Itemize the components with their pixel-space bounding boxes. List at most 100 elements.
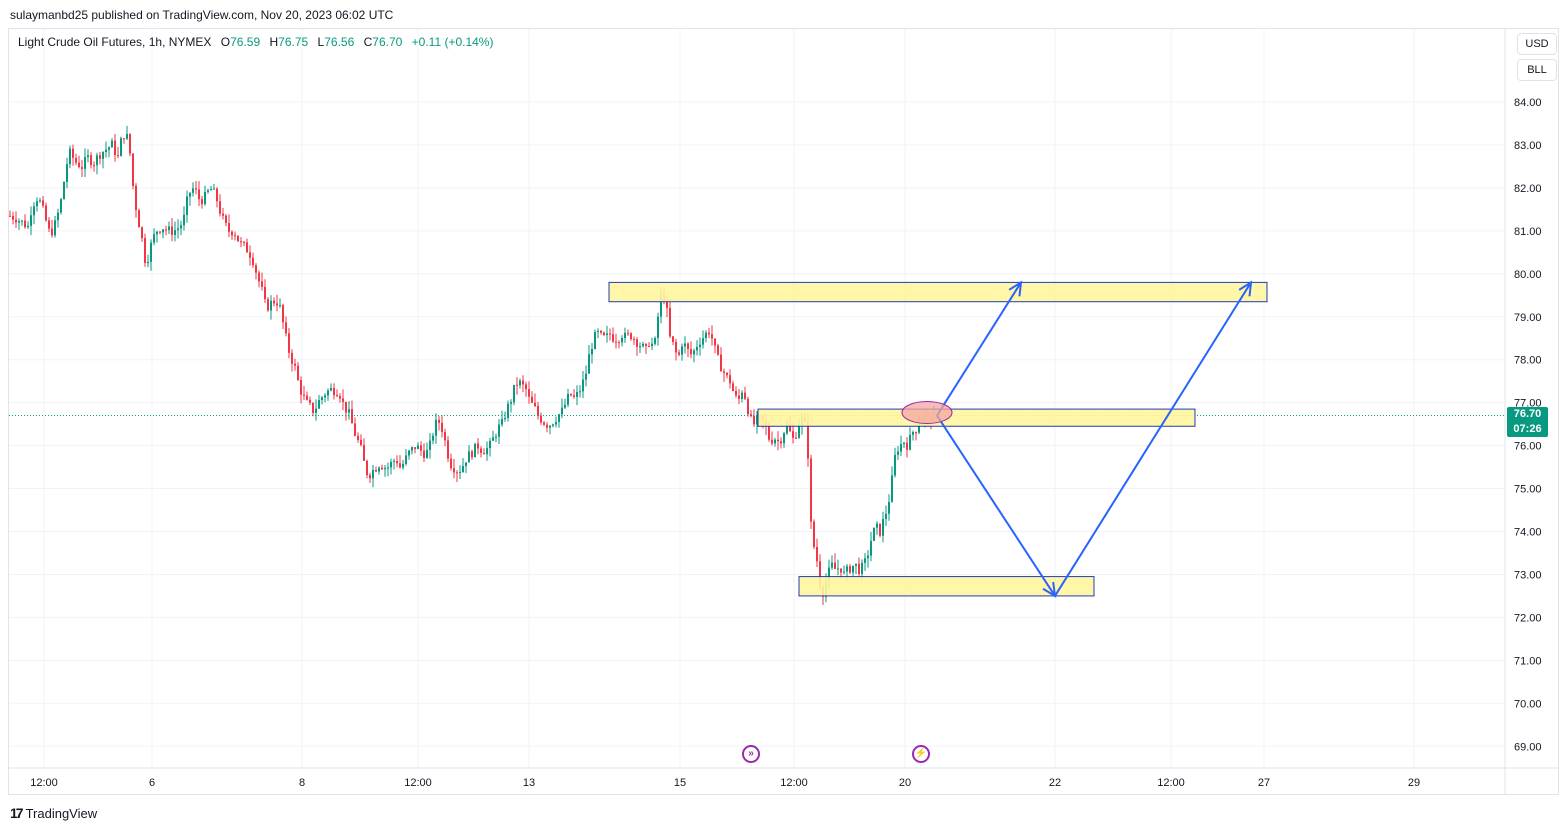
candle-body: [600, 330, 602, 333]
candle-body: [819, 561, 821, 587]
candle-body: [807, 422, 809, 459]
arrow-up-to-resistance-head: [1008, 280, 1023, 297]
candle-body: [423, 450, 425, 458]
candle-body: [42, 200, 44, 206]
candle-body: [258, 272, 260, 282]
candle-body: [420, 445, 422, 451]
unit-button[interactable]: BLL: [1517, 59, 1557, 81]
candle-body: [195, 188, 197, 190]
candle-body: [438, 419, 440, 423]
candle-body: [192, 188, 194, 193]
candle-body: [396, 461, 398, 464]
candle-body: [411, 447, 413, 451]
y-tick-label: 83.00: [1514, 140, 1542, 152]
x-tick-label: 22: [1049, 777, 1061, 789]
candle-body: [660, 294, 662, 317]
footer-brand[interactable]: 17 TradingView: [10, 805, 97, 821]
tradingview-logo-icon: 17: [10, 805, 24, 821]
candle-body: [732, 383, 734, 391]
candle-body: [489, 440, 491, 449]
candle-body: [300, 379, 302, 395]
currency-button[interactable]: USD: [1517, 33, 1557, 55]
x-tick-label: 12:00: [1157, 777, 1185, 789]
x-tick-label: 27: [1258, 777, 1270, 789]
candle-body: [705, 332, 707, 339]
candle-body: [486, 448, 488, 455]
candle-body: [903, 442, 905, 445]
candle-body: [252, 257, 254, 266]
candle-body: [630, 333, 632, 340]
candle-body: [384, 468, 386, 470]
candle-body: [369, 475, 371, 479]
candle-body: [204, 191, 206, 205]
y-tick-label: 75.00: [1514, 484, 1542, 496]
candle-body: [627, 332, 629, 334]
candle-body: [246, 242, 248, 253]
candle-body: [729, 375, 731, 384]
candle-body: [735, 390, 737, 396]
candle-body: [189, 192, 191, 197]
candle-body: [456, 472, 458, 474]
candle-body: [219, 201, 221, 214]
candle-body: [684, 343, 686, 347]
candle-body: [108, 147, 110, 150]
candle-body: [75, 157, 77, 163]
lightning-icon[interactable]: ⚡: [912, 745, 930, 763]
ohlc-legend: Light Crude Oil Futures, 1h, NYMEX O 76.5…: [18, 35, 493, 49]
chart-frame[interactable]: [8, 28, 1559, 795]
candle-body: [561, 407, 563, 415]
symbol-title[interactable]: Light Crude Oil Futures, 1h, NYMEX: [18, 35, 212, 49]
candle-body: [297, 365, 299, 380]
candle-body: [861, 562, 863, 574]
candle-body: [585, 373, 587, 380]
candle-body: [54, 220, 56, 236]
candle-body: [573, 395, 575, 397]
candle-body: [354, 423, 356, 436]
candle-body: [234, 235, 236, 237]
candle-body: [747, 398, 749, 415]
candle-body: [60, 199, 62, 213]
candle-body: [621, 338, 623, 343]
candle-body: [612, 334, 614, 342]
candle-body: [837, 568, 839, 570]
fast-forward-icon[interactable]: »: [742, 745, 760, 763]
open-label: O: [220, 35, 231, 49]
y-tick-label: 69.00: [1514, 741, 1542, 753]
candle-body: [906, 442, 908, 450]
candle-body: [900, 444, 902, 452]
candle-body: [99, 155, 101, 159]
candle-body: [876, 523, 878, 528]
candle-body: [408, 450, 410, 456]
candle-body: [414, 447, 416, 449]
candle-body: [288, 333, 290, 353]
candle-body: [780, 441, 782, 444]
candle-body: [144, 238, 146, 263]
candle-body: [270, 300, 272, 311]
candle-body: [24, 220, 26, 228]
candle-body: [510, 402, 512, 404]
arrow-up-from-support-head: [1238, 280, 1253, 297]
candle-body: [465, 462, 467, 467]
candle-body: [405, 455, 407, 464]
countdown-value: 07:26: [1513, 423, 1542, 435]
candle-body: [156, 231, 158, 235]
candle-body: [390, 462, 392, 468]
candle-body: [507, 403, 509, 418]
candle-body: [147, 261, 149, 263]
candle-body: [114, 140, 116, 156]
candle-body: [27, 225, 29, 228]
candle-body: [717, 345, 719, 355]
candle-body: [264, 286, 266, 300]
y-tick-label: 79.00: [1514, 312, 1542, 324]
candle-body: [237, 235, 239, 242]
highlight-ellipse: [901, 401, 953, 425]
x-tick-label: 13: [523, 777, 535, 789]
candle-body: [210, 189, 212, 191]
candle-body: [540, 415, 542, 423]
candle-body: [18, 221, 20, 223]
candle-body: [615, 341, 617, 343]
candle-body: [261, 281, 263, 287]
low-value: 76.56: [324, 35, 355, 49]
candle-body: [129, 133, 131, 154]
